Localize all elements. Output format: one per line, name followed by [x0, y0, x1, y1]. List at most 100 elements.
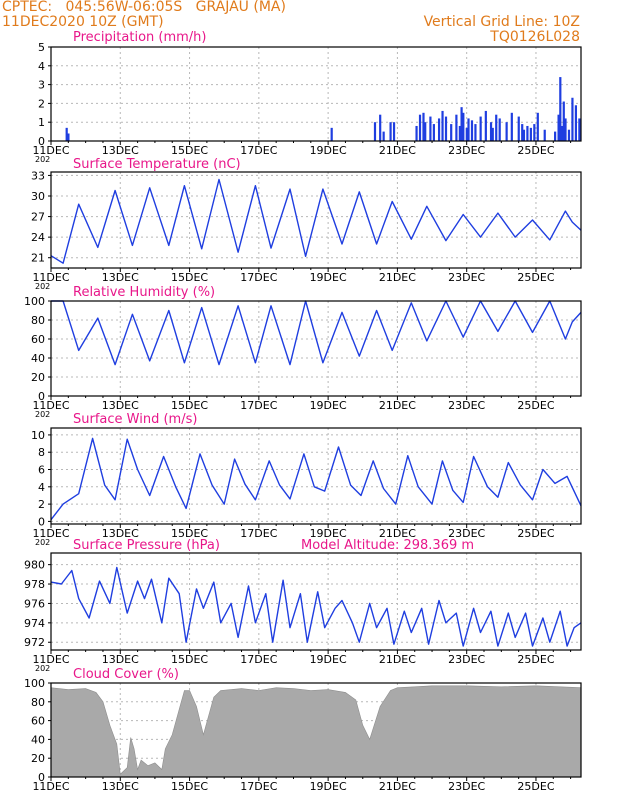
precip-bar: [415, 125, 418, 141]
precip-bar: [373, 122, 377, 141]
precip-bar: [379, 114, 382, 141]
precip-bar: [495, 114, 498, 141]
panel-frame: [50, 682, 582, 778]
precip-bar: [458, 125, 461, 141]
grid-line-note: Vertical Grid Line: 10Z: [423, 14, 580, 30]
run-date: 11DEC2020 10Z (GMT): [2, 14, 164, 30]
y-tick-label: 21: [31, 252, 45, 265]
panel-wind: 0 2 4 6 8 10 11DEC 13DEC 15DEC 17DEC 19DEC 21DEC 23D…: [31, 412, 582, 547]
y-tick-label: 30: [31, 190, 45, 203]
precip-bar: [67, 133, 70, 141]
y-tick-label: 5: [38, 41, 45, 54]
x-tick-label: 25DEC: [517, 144, 554, 157]
x-tick-label: 19DEC: [310, 271, 347, 284]
precip-bar: [536, 112, 539, 141]
precip-bar: [559, 77, 562, 141]
model-id: TQ0126L028: [490, 29, 580, 45]
precip-bar: [522, 129, 526, 141]
x-tick-label: 13DEC: [102, 271, 139, 284]
precip-bar: [571, 97, 574, 141]
x-tick-label: 17DEC: [240, 144, 277, 157]
x-tick-label: 25DEC: [517, 527, 554, 540]
precip-bar: [489, 122, 493, 141]
x-tick-label: 19DEC: [310, 144, 347, 157]
y-tick-label: 974: [24, 617, 45, 630]
x-tick-label: 13DEC: [102, 527, 139, 540]
x-tick-label: 19DEC: [310, 780, 347, 793]
x-tick-label: 21DEC: [379, 653, 416, 666]
precip-bar: [529, 127, 532, 141]
precip-bar: [564, 118, 567, 141]
x-tick-label: 23DEC: [448, 780, 485, 793]
x-tick-label: 19DEC: [310, 653, 347, 666]
x-tick-label: 19DEC: [310, 527, 347, 540]
x-tick-label: 15DEC: [171, 780, 208, 793]
y-tick-label: 8: [38, 446, 45, 459]
y-tick-label: 40: [31, 352, 45, 365]
x-tick-label: 11DEC: [32, 144, 69, 157]
precip-bar: [330, 127, 333, 141]
year-stub: 202: [35, 155, 50, 164]
precip-bar: [437, 118, 441, 141]
y-tick-label: 40: [31, 733, 45, 746]
y-tick-label: 24: [31, 231, 45, 244]
precip-bar: [557, 114, 560, 141]
cloud-title: Cloud Cover (%): [73, 667, 179, 682]
precip-bar: [510, 112, 513, 141]
precip-bar: [562, 101, 565, 141]
precip-bar: [422, 112, 425, 141]
precip-bar: [479, 116, 482, 141]
y-tick-label: 0: [38, 771, 45, 784]
y-tick-label: 6: [38, 464, 45, 477]
x-tick-label: 17DEC: [240, 527, 277, 540]
precip-bar: [484, 110, 487, 141]
precip-bar: [429, 116, 432, 141]
station-header: CPTEC: 045:56W-06:05S GRAJAU (MA): [2, 0, 286, 15]
y-tick-label: 10: [31, 429, 45, 442]
y-tick-label: 20: [31, 371, 45, 384]
y-tick-label: 4: [38, 60, 45, 73]
precip-bar: [450, 124, 453, 141]
y-tick-label: 100: [24, 295, 45, 308]
panel-cloud: 0 20 40 60 80 100 11DEC 13DEC 15DEC 17DEC 19DEC 21D…: [24, 667, 582, 793]
precip-bar: [444, 116, 448, 141]
precip-bar: [467, 118, 470, 141]
panel-temp: 21 24 27 30 33 11DEC 13DEC 15DEC 17DEC 19DEC 21DEC…: [31, 157, 582, 291]
precip-bar: [491, 127, 494, 141]
x-tick-label: 23DEC: [448, 653, 485, 666]
precip-bar: [521, 124, 524, 141]
x-tick-label: 21DEC: [379, 527, 416, 540]
y-tick-label: 4: [38, 481, 45, 494]
y-tick-label: 0: [38, 135, 45, 148]
y-tick-label: 0: [38, 390, 45, 403]
precip-bar: [470, 120, 474, 141]
x-tick-label: 11DEC: [32, 399, 69, 412]
x-tick-label: 25DEC: [517, 653, 554, 666]
precip-bar: [460, 107, 463, 141]
year-stub: 202: [35, 410, 50, 419]
precip-bar: [498, 118, 501, 141]
x-tick-label: 25DEC: [517, 271, 554, 284]
precip-bar: [389, 122, 392, 141]
precip-bar: [418, 114, 422, 141]
precip-bar: [567, 129, 571, 141]
panel-frame: [50, 427, 582, 525]
precip-bar: [424, 122, 427, 141]
x-tick-label: 15DEC: [171, 144, 208, 157]
precip-bar: [455, 114, 458, 141]
y-tick-label: 33: [31, 169, 45, 182]
x-tick-label: 11DEC: [32, 271, 69, 284]
x-tick-label: 17DEC: [240, 399, 277, 412]
y-tick-label: 60: [31, 715, 45, 728]
precip-bar: [465, 127, 468, 141]
panel-frame: [50, 46, 582, 142]
x-tick-label: 23DEC: [448, 271, 485, 284]
x-tick-label: 17DEC: [240, 653, 277, 666]
x-tick-label: 17DEC: [240, 780, 277, 793]
x-tick-label: 13DEC: [102, 653, 139, 666]
panel-precip: 0 1 2 3 4 5 11DEC 13DEC 15DEC 17DEC 19DEC 21DEC 23DE…: [32, 30, 582, 164]
x-tick-label: 23DEC: [448, 399, 485, 412]
x-tick-label: 15DEC: [171, 399, 208, 412]
y-tick-label: 3: [38, 79, 45, 92]
